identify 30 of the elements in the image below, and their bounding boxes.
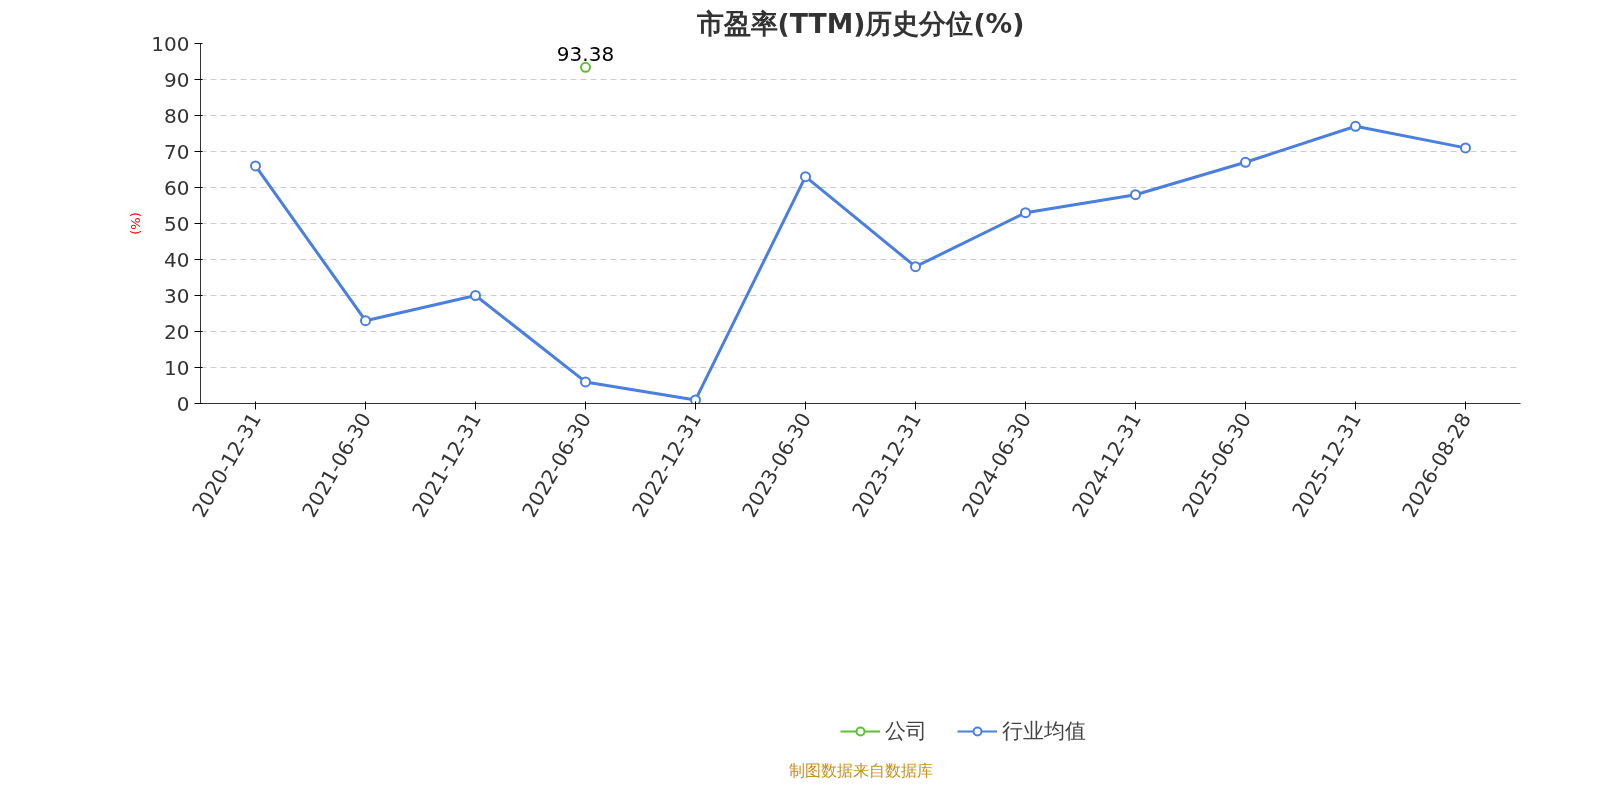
y-tick-label: 100 bbox=[151, 31, 190, 56]
point bbox=[1020, 207, 1031, 219]
chart-title: 市盈率(TTM)历史分位(%) bbox=[695, 7, 1025, 39]
point bbox=[580, 376, 591, 388]
point bbox=[1240, 156, 1251, 168]
text: 制图数据来自数据库 bbox=[788, 761, 933, 781]
y-tick-label: 0 bbox=[176, 391, 190, 416]
point bbox=[360, 315, 371, 327]
y-tick-label: 40 bbox=[164, 247, 190, 272]
point bbox=[250, 160, 261, 172]
y-tick-label: 80 bbox=[164, 103, 190, 128]
y-tick-label: 50 bbox=[164, 211, 190, 236]
point bbox=[800, 171, 811, 183]
point bbox=[470, 290, 481, 301]
legend-label: 行业均值 bbox=[1002, 717, 1086, 745]
y-axis-title: (%) bbox=[128, 212, 144, 235]
point bbox=[690, 394, 701, 404]
y-tick-label: 30 bbox=[164, 283, 190, 308]
y-tick-label: 10 bbox=[164, 355, 190, 380]
point bbox=[1460, 142, 1471, 154]
data-label: 93.38 bbox=[556, 42, 615, 67]
point bbox=[1130, 189, 1141, 201]
point bbox=[1350, 120, 1361, 132]
y-tick-label: 70 bbox=[164, 139, 190, 164]
point bbox=[910, 261, 921, 273]
y-tick-label: 60 bbox=[164, 175, 190, 200]
legend-label: 公司 bbox=[885, 717, 927, 745]
point bbox=[580, 61, 591, 73]
y-tick-label: 20 bbox=[164, 319, 190, 344]
y-tick-label: 90 bbox=[164, 67, 190, 92]
